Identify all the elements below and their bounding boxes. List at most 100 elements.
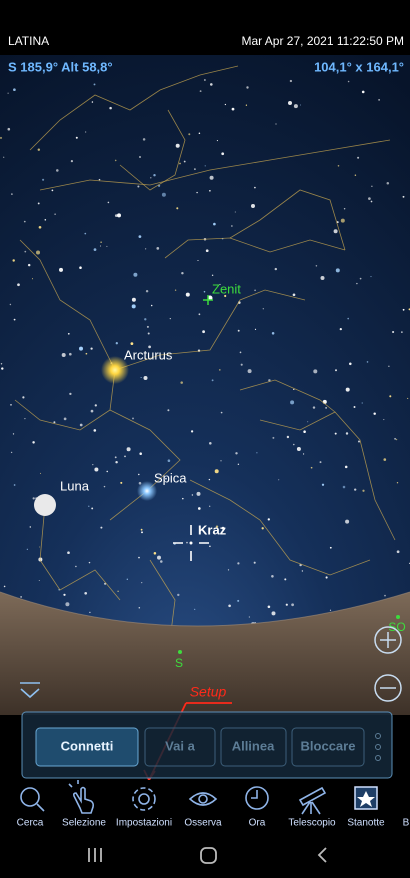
star [140,376,142,379]
tab-label[interactable]: Ora [249,818,266,829]
star [117,590,119,592]
kraz-label[interactable]: Kraz [198,522,227,537]
star [142,138,146,141]
star [59,267,63,272]
goto-button[interactable]: Vai a [144,727,216,767]
star [361,90,365,94]
home-button[interactable] [200,847,217,864]
star [247,369,252,374]
star [275,123,277,125]
zenit-label[interactable]: Zenit [212,281,241,296]
button-label[interactable]: Bloccare [301,738,356,753]
arcturus-label[interactable]: Arcturus [124,347,173,362]
tab-label[interactable]: Osserva [184,818,222,829]
tab-label[interactable]: Cerca [17,818,44,829]
star [145,248,147,250]
star [103,485,106,488]
star [394,437,397,440]
zoom-in[interactable] [374,626,402,654]
star [138,556,140,559]
star [293,388,295,391]
more-tab[interactable]: B [403,818,410,829]
star [140,528,143,531]
star [319,461,322,464]
line [119,109,186,191]
tonight-tab[interactable]: Stanotte [347,786,385,829]
zoom-out[interactable] [374,674,402,702]
settings-tab[interactable]: Impostazioni [116,787,172,829]
star [84,591,88,595]
star [198,313,201,316]
button-label[interactable]: Vai a [165,738,195,753]
star [262,308,264,310]
star [27,263,31,267]
star [10,451,13,454]
star [362,489,365,492]
connect-button[interactable]: Connetti [35,727,139,767]
star [395,438,398,441]
search-tab[interactable]: Cerca [17,787,45,829]
time-tab[interactable]: Ora [245,786,269,829]
star [313,369,318,374]
lock-button[interactable]: Bloccare [291,727,365,767]
select-tab[interactable]: Selezione [62,780,106,829]
arcturus-star[interactable] [101,356,129,384]
star [89,611,91,614]
observe-tab[interactable]: Osserva [184,792,222,829]
star [349,362,352,366]
star [56,169,59,172]
star [39,546,41,548]
star [293,104,298,109]
star [325,576,328,579]
star [239,351,242,354]
recents-button[interactable] [88,848,102,862]
star [137,185,140,188]
star [194,168,196,170]
star [237,329,240,332]
star [165,477,167,480]
collapse[interactable] [20,682,40,699]
star [320,276,325,280]
star [191,494,194,496]
star [39,472,42,474]
tab-label[interactable]: Impostazioni [116,818,172,829]
nav-bar [0,835,410,878]
moon[interactable] [34,494,56,516]
telescope-tab[interactable]: Telescopio [288,786,336,829]
tab-label[interactable]: B [403,818,410,829]
star [0,363,3,365]
star [407,397,409,399]
more-menu[interactable] [375,733,381,761]
moon-label[interactable]: Luna [60,478,90,493]
star [91,101,94,103]
star [75,136,78,139]
tab-label[interactable]: Telescopio [288,818,336,829]
star [9,303,12,306]
star [94,467,99,472]
location: LATINA [8,34,49,48]
spica-label[interactable]: Spica [154,470,187,485]
star [141,531,143,534]
star [392,330,395,334]
star [288,101,292,105]
star [38,579,40,582]
button-label[interactable]: Connetti [61,738,114,753]
star [68,352,72,356]
star [145,289,149,293]
star [115,460,118,464]
star [347,317,349,320]
star [334,432,337,435]
back-button[interactable] [317,847,327,863]
align-button[interactable]: Allinea [220,727,287,767]
tab-label[interactable]: Stanotte [347,818,385,829]
star [90,347,93,350]
button-label[interactable]: Allinea [232,738,275,753]
star [231,107,235,111]
horizon [0,591,410,627]
star [366,361,369,363]
spica-star[interactable] [137,481,157,501]
star [138,473,140,476]
tab-label[interactable]: Selezione [62,818,106,829]
star [126,447,131,452]
star [13,88,16,92]
